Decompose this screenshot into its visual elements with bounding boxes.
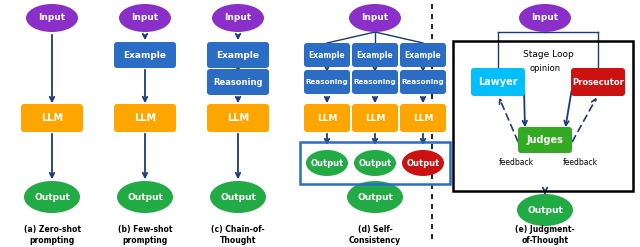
Ellipse shape <box>210 181 266 213</box>
Text: (e) Judgment-
of-Thought: (e) Judgment- of-Thought <box>515 225 575 245</box>
Text: Example: Example <box>404 50 442 60</box>
Ellipse shape <box>119 4 171 32</box>
Text: LLM: LLM <box>413 114 433 123</box>
Text: Output: Output <box>127 192 163 202</box>
FancyBboxPatch shape <box>304 70 350 94</box>
FancyBboxPatch shape <box>352 104 398 132</box>
Text: Reasoning: Reasoning <box>213 78 263 86</box>
Text: Example: Example <box>308 50 346 60</box>
Text: Input: Input <box>225 14 252 22</box>
Text: Input: Input <box>531 14 559 22</box>
Ellipse shape <box>354 150 396 176</box>
Text: Input: Input <box>362 14 388 22</box>
FancyBboxPatch shape <box>114 104 176 132</box>
FancyBboxPatch shape <box>518 127 572 153</box>
Text: LLM: LLM <box>41 113 63 123</box>
Text: (d) Self-
Consistency: (d) Self- Consistency <box>349 225 401 245</box>
Text: Output: Output <box>358 159 392 167</box>
Text: LLM: LLM <box>134 113 156 123</box>
Text: Output: Output <box>34 192 70 202</box>
FancyBboxPatch shape <box>21 104 83 132</box>
FancyBboxPatch shape <box>471 68 525 96</box>
Text: Lawyer: Lawyer <box>478 77 518 87</box>
Text: Output: Output <box>527 206 563 214</box>
Text: Example: Example <box>356 50 394 60</box>
Ellipse shape <box>519 4 571 32</box>
Text: Prosecutor: Prosecutor <box>572 78 624 86</box>
Ellipse shape <box>347 181 403 213</box>
Text: LLM: LLM <box>317 114 337 123</box>
Text: Output: Output <box>220 192 256 202</box>
Text: Output: Output <box>357 192 393 202</box>
Text: Example: Example <box>124 50 166 60</box>
Text: Reasoning: Reasoning <box>354 79 396 85</box>
Ellipse shape <box>402 150 444 176</box>
Ellipse shape <box>306 150 348 176</box>
Text: Stage Loop: Stage Loop <box>523 49 573 59</box>
FancyBboxPatch shape <box>400 43 446 67</box>
FancyBboxPatch shape <box>352 70 398 94</box>
Text: feedback: feedback <box>563 158 598 166</box>
Text: Input: Input <box>131 14 159 22</box>
Text: Reasoning: Reasoning <box>402 79 444 85</box>
Ellipse shape <box>517 194 573 226</box>
Text: Judges: Judges <box>527 135 563 145</box>
Text: (c) Chain-of-
Thought: (c) Chain-of- Thought <box>211 225 265 245</box>
Text: (a) Zero-shot
prompting: (a) Zero-shot prompting <box>24 225 81 245</box>
FancyBboxPatch shape <box>207 104 269 132</box>
Text: (b) Few-shot
prompting: (b) Few-shot prompting <box>118 225 172 245</box>
FancyBboxPatch shape <box>304 104 350 132</box>
FancyBboxPatch shape <box>207 69 269 95</box>
FancyBboxPatch shape <box>304 43 350 67</box>
Ellipse shape <box>24 181 80 213</box>
FancyBboxPatch shape <box>352 43 398 67</box>
Text: Example: Example <box>216 50 259 60</box>
Ellipse shape <box>117 181 173 213</box>
Text: LLM: LLM <box>365 114 385 123</box>
FancyBboxPatch shape <box>400 104 446 132</box>
Text: Output: Output <box>310 159 344 167</box>
Ellipse shape <box>26 4 78 32</box>
FancyBboxPatch shape <box>400 70 446 94</box>
Ellipse shape <box>349 4 401 32</box>
Text: Reasoning: Reasoning <box>306 79 348 85</box>
FancyBboxPatch shape <box>114 42 176 68</box>
Text: Input: Input <box>38 14 65 22</box>
Ellipse shape <box>212 4 264 32</box>
FancyBboxPatch shape <box>207 42 269 68</box>
Text: feedback: feedback <box>499 158 534 166</box>
FancyBboxPatch shape <box>571 68 625 96</box>
Text: Output: Output <box>406 159 440 167</box>
Text: LLM: LLM <box>227 113 249 123</box>
Text: opinion: opinion <box>529 63 561 73</box>
